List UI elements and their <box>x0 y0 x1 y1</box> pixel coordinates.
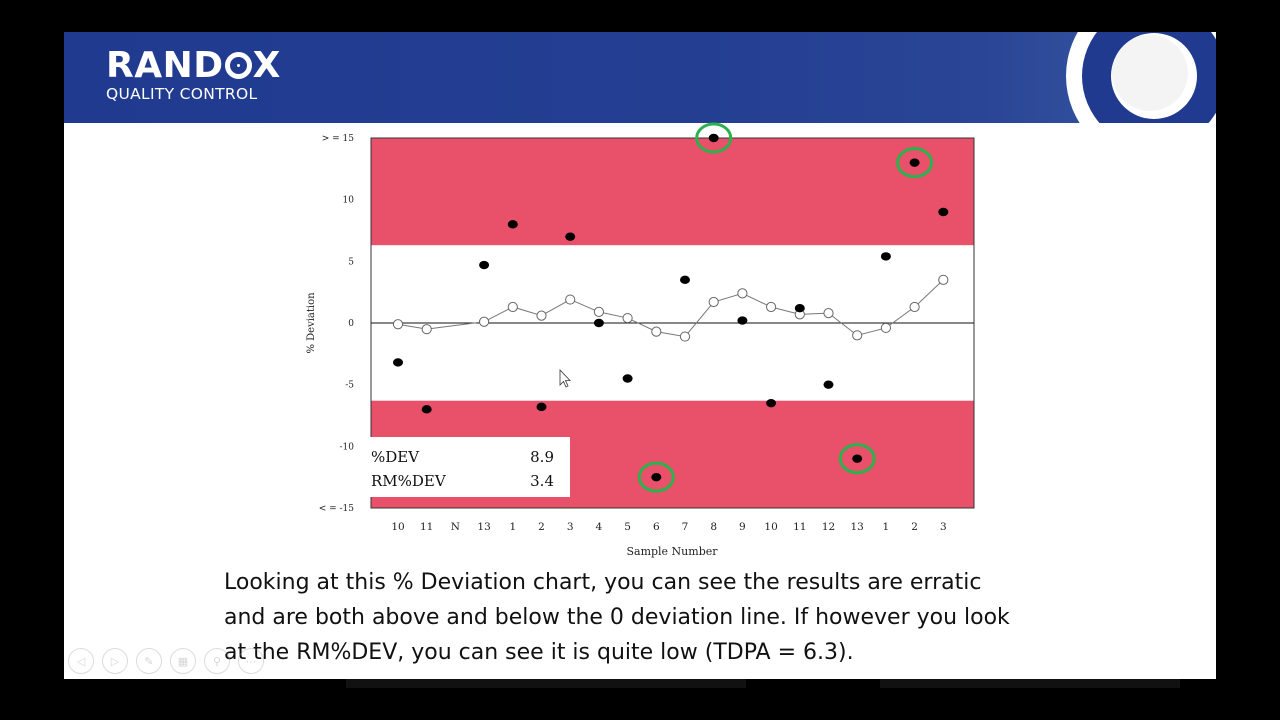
dev-point <box>421 405 432 414</box>
summary-label: RM%DEV <box>371 472 447 490</box>
logo-tagline: QUALITY CONTROL <box>106 85 258 103</box>
x-tick-label: N <box>451 521 460 533</box>
summary-box <box>370 437 570 497</box>
randox-logo: RAND X <box>106 45 281 86</box>
y-tick-label: < = -15 <box>319 504 355 514</box>
rm-dev-point <box>622 312 633 324</box>
summary-value: 3.4 <box>530 472 554 490</box>
zoom-icon[interactable]: ⚲ <box>204 648 230 674</box>
rm-dev-point <box>421 324 432 335</box>
y-tick-label: -5 <box>345 381 354 391</box>
rm-dev-point <box>852 330 863 341</box>
taskbar-segment <box>346 679 746 688</box>
dev-point <box>794 304 805 313</box>
upper-limit-zone <box>371 138 974 246</box>
x-tick-label: 13 <box>851 521 864 533</box>
prev-icon[interactable]: ◁ <box>68 648 94 674</box>
bottom-taskbar <box>0 679 1280 720</box>
slide-caption: Looking at this % Deviation chart, you c… <box>224 565 1124 670</box>
rm-dev-point <box>392 319 404 330</box>
caption-line-3: at the RM%DEV, you can see it is quite l… <box>224 640 854 665</box>
rm-dev-point <box>507 301 518 313</box>
y-tick-label: -10 <box>340 442 355 452</box>
dev-point <box>938 207 949 217</box>
x-tick-label: 11 <box>793 521 806 533</box>
dev-point <box>651 472 662 482</box>
x-tick-label: 9 <box>739 521 746 533</box>
x-axis-label: Sample Number <box>626 545 718 558</box>
y-tick-label: > = 15 <box>322 134 355 144</box>
x-tick-label: 13 <box>477 521 490 533</box>
x-tick-label: 2 <box>911 521 918 533</box>
x-tick-label: 5 <box>624 521 631 533</box>
highlight-circle <box>695 122 733 154</box>
dev-point <box>479 260 490 270</box>
decorative-ring <box>1054 32 1216 123</box>
rm-dev-point <box>536 310 547 321</box>
x-tick-label: 7 <box>682 521 689 533</box>
y-axis-label: % Deviation <box>306 292 317 354</box>
presentation-slide: RAND X QUALITY CONTROL > = 15 10 5 0 -5 -10 < =… <box>64 32 1216 679</box>
x-tick-label: 8 <box>710 521 717 533</box>
x-tick-label: 10 <box>391 521 404 533</box>
rm-dev-point <box>766 301 777 313</box>
rm-dev-point <box>938 274 949 285</box>
header-banner: RAND X QUALITY CONTROL <box>64 32 1216 123</box>
highlight-circle <box>637 461 675 493</box>
dev-point <box>737 316 748 325</box>
more-icon[interactable]: ⋯ <box>238 648 264 674</box>
caption-line-1: Looking at this % Deviation chart, you c… <box>224 570 982 595</box>
x-tick-label: 12 <box>822 521 835 533</box>
x-tick-label: 6 <box>653 521 660 533</box>
dev-point <box>823 380 834 389</box>
x-tick-label: 10 <box>764 521 777 533</box>
dev-point <box>766 398 777 408</box>
dev-point <box>565 232 576 241</box>
rm-dev-point <box>679 331 691 342</box>
dev-point <box>909 158 920 167</box>
dev-point <box>708 133 719 143</box>
rm-dev-point <box>565 294 576 305</box>
caption-line-2: and are both above and below the 0 devia… <box>224 605 1010 630</box>
dev-point <box>393 358 403 367</box>
x-tick-label: 3 <box>940 521 947 533</box>
dev-point <box>680 275 690 285</box>
x-tick-label: 4 <box>596 521 603 533</box>
x-tick-label: 11 <box>420 521 433 533</box>
dev-point <box>536 402 547 412</box>
summary-label: %DEV <box>371 448 420 466</box>
summary-value: 8.9 <box>530 448 554 466</box>
x-tick-label: 1 <box>509 521 516 533</box>
rm-dev-point <box>823 308 834 319</box>
dev-point <box>593 318 604 328</box>
next-icon[interactable]: ▷ <box>102 648 128 674</box>
x-tick-label: 2 <box>538 521 545 533</box>
y-tick-label: 5 <box>348 257 354 267</box>
slideshow-controls: ◁ ▷ ✎ ▦ ⚲ ⋯ <box>68 648 264 674</box>
rm-dev-point <box>479 316 490 327</box>
dev-point <box>622 374 633 383</box>
rm-dev-point <box>909 301 920 313</box>
y-tick-label: 0 <box>348 319 354 329</box>
rm-dev-point <box>880 322 892 334</box>
x-tick-label: 1 <box>883 521 890 533</box>
logo-ring-o <box>224 52 252 79</box>
rm-dev-point <box>708 296 719 308</box>
x-tick-label: 3 <box>567 521 574 533</box>
rm-dev-point <box>737 288 748 299</box>
highlight-circle <box>838 443 876 475</box>
dev-point <box>880 252 891 261</box>
mouse-cursor-icon <box>559 369 571 388</box>
taskbar-segment <box>880 679 1180 688</box>
pen-icon[interactable]: ✎ <box>136 648 162 674</box>
y-tick-label: 10 <box>343 196 355 206</box>
slides-icon[interactable]: ▦ <box>170 648 196 674</box>
dev-point <box>852 454 863 463</box>
highlight-circle <box>896 147 934 179</box>
rm-dev-point <box>593 306 605 317</box>
rm-dev-point <box>651 326 662 337</box>
dev-point <box>507 220 518 229</box>
